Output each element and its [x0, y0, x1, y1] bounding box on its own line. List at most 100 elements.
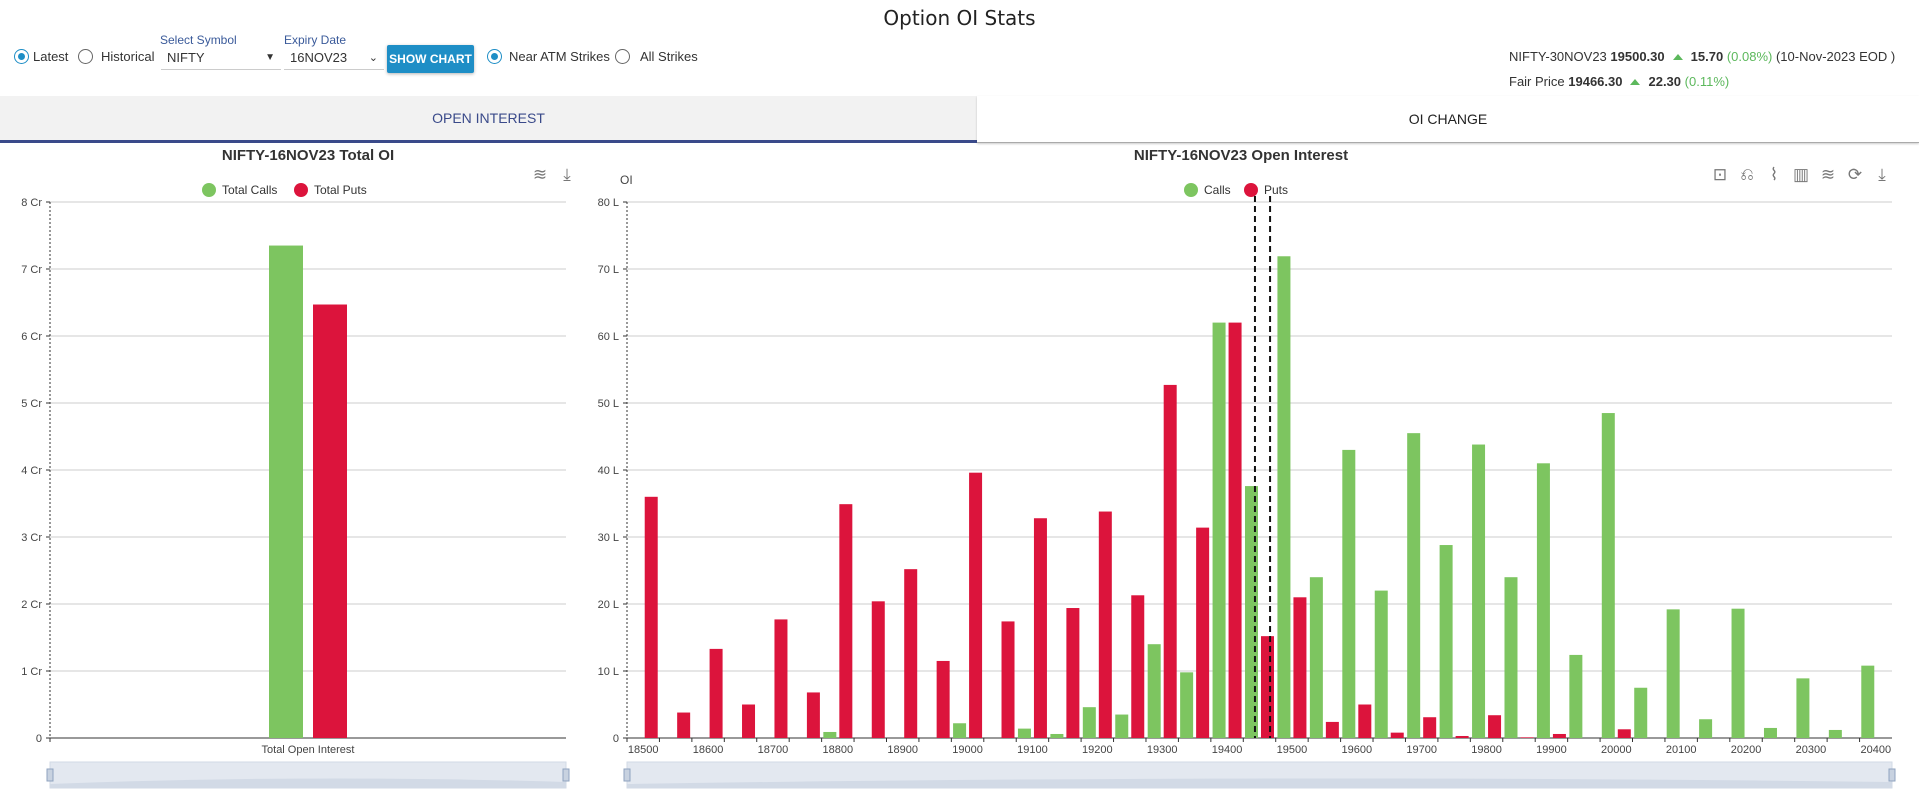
put-bar-18750[interactable]: [806, 692, 820, 738]
call-bar-20250[interactable]: [1763, 727, 1777, 738]
call-bar-19450[interactable]: [1245, 486, 1258, 738]
put-bar-19800[interactable]: [1488, 715, 1502, 738]
call-bar-19400[interactable]: [1212, 322, 1226, 738]
put-bar-19700[interactable]: [1423, 717, 1437, 738]
restore-icon[interactable]: ⟳: [1848, 165, 1862, 184]
legend-label[interactable]: Total Calls: [222, 183, 277, 197]
caret-down-icon: ▼: [265, 52, 275, 63]
symbol-select[interactable]: NIFTY ▼: [161, 46, 281, 70]
put-bar-18650[interactable]: [742, 704, 756, 739]
expiry-select[interactable]: 16NOV23 ⌄: [284, 46, 384, 70]
radio-near-atm[interactable]: Near ATM Strikes: [487, 49, 610, 64]
legend-label[interactable]: Calls: [1204, 183, 1231, 197]
put-bar-19150[interactable]: [1066, 608, 1080, 738]
legend-marker-calls: [202, 183, 216, 197]
put-bar-19500[interactable]: [1293, 597, 1307, 738]
zoom-icon[interactable]: ⊡: [1713, 165, 1727, 184]
stack-icon[interactable]: ≋: [1821, 165, 1835, 184]
put-bar-19400[interactable]: [1228, 322, 1242, 738]
bar-icon[interactable]: ▥: [1793, 165, 1809, 184]
call-bar-19850[interactable]: [1504, 577, 1518, 738]
call-bar-19250[interactable]: [1115, 714, 1129, 738]
put-bar-19850[interactable]: [1520, 737, 1534, 738]
change-pct: (0.08%): [1726, 49, 1773, 64]
put-bar-Total Open Interest[interactable]: [313, 304, 347, 738]
call-bar-20200[interactable]: [1731, 608, 1745, 738]
put-bar-19550[interactable]: [1325, 721, 1339, 738]
x-tick-label: 19400: [1212, 744, 1243, 756]
call-bar-19350[interactable]: [1180, 672, 1194, 738]
put-bar-18850[interactable]: [871, 601, 885, 738]
call-bar-19300[interactable]: [1147, 644, 1161, 738]
put-bar-19050[interactable]: [1001, 621, 1015, 738]
call-bar-19100[interactable]: [1017, 728, 1031, 738]
x-tick-label: 19200: [1082, 744, 1113, 756]
y-tick-label: 6 Cr: [21, 331, 42, 343]
tab-open-interest[interactable]: OPEN INTEREST: [0, 96, 977, 143]
radio-all-strikes[interactable]: All Strikes: [615, 49, 698, 64]
call-bar-19600[interactable]: [1342, 449, 1356, 738]
put-bar-18800[interactable]: [839, 504, 853, 738]
slider-preview: [50, 778, 566, 788]
call-bar-20150[interactable]: [1699, 719, 1713, 738]
put-bar-20000[interactable]: [1617, 729, 1631, 738]
legend-label[interactable]: Total Puts: [314, 183, 367, 197]
call-bar-19150[interactable]: [1050, 733, 1064, 738]
call-bar-19650[interactable]: [1374, 590, 1388, 738]
x-tick-label: 20100: [1666, 744, 1697, 756]
put-bar-18950[interactable]: [936, 660, 950, 738]
download-icon[interactable]: ⤓: [1878, 165, 1886, 184]
put-bar-19750[interactable]: [1455, 735, 1469, 738]
slider-handle[interactable]: [623, 768, 631, 782]
x-tick-label: 19700: [1406, 744, 1437, 756]
put-bar-19600[interactable]: [1358, 704, 1372, 739]
put-bar-19900[interactable]: [1552, 733, 1566, 738]
radio-latest[interactable]: Latest: [14, 49, 68, 64]
show-chart-button[interactable]: SHOW CHART: [387, 45, 474, 73]
put-bar-18600[interactable]: [709, 648, 723, 738]
as-of: (10-Nov-2023 EOD ): [1775, 49, 1896, 64]
put-bar-18900[interactable]: [904, 569, 918, 738]
tab-oi-change[interactable]: OI CHANGE: [977, 96, 1919, 143]
put-bar-19100[interactable]: [1033, 518, 1047, 738]
call-bar-20400[interactable]: [1861, 665, 1875, 738]
call-bar-20100[interactable]: [1666, 609, 1680, 738]
call-bar-20350[interactable]: [1828, 729, 1842, 738]
legend-label[interactable]: Puts: [1264, 183, 1288, 197]
put-bar-19650[interactable]: [1390, 732, 1404, 738]
line-icon[interactable]: ⌇: [1770, 165, 1778, 184]
put-bar-19000[interactable]: [969, 472, 983, 738]
put-bar-19250[interactable]: [1131, 595, 1145, 738]
call-bar-19900[interactable]: [1536, 463, 1550, 738]
download-icon[interactable]: ⤓: [563, 165, 571, 184]
zoom-reset-icon[interactable]: ⎌: [1740, 165, 1754, 184]
call-bar-19550[interactable]: [1309, 577, 1323, 738]
call-bar-19750[interactable]: [1439, 545, 1453, 738]
call-bar-20000[interactable]: [1601, 413, 1615, 738]
put-bar-19450[interactable]: [1261, 636, 1274, 738]
call-bar-19700[interactable]: [1407, 433, 1421, 738]
put-bar-19200[interactable]: [1098, 511, 1112, 738]
put-bar-19300[interactable]: [1163, 384, 1177, 738]
call-bar-19000[interactable]: [953, 723, 967, 738]
call-bar-18800[interactable]: [823, 731, 837, 738]
call-bar-19200[interactable]: [1082, 707, 1096, 738]
change: 15.70: [1690, 49, 1724, 64]
call-bar-19800[interactable]: [1472, 444, 1486, 738]
put-bar-18550[interactable]: [677, 712, 691, 738]
x-tick-label: 18700: [758, 744, 789, 756]
stack-icon[interactable]: ≋: [533, 165, 547, 184]
call-bar-20300[interactable]: [1796, 678, 1810, 738]
call-bar-20050[interactable]: [1634, 687, 1648, 738]
slider-handle[interactable]: [1888, 768, 1896, 782]
fair-change-pct: (0.11%): [1684, 74, 1730, 89]
put-bar-18700[interactable]: [774, 619, 788, 738]
call-bar-19500[interactable]: [1277, 256, 1291, 738]
call-bar-Total Open Interest[interactable]: [269, 245, 303, 739]
slider-handle[interactable]: [46, 768, 54, 782]
slider-handle[interactable]: [562, 768, 570, 782]
call-bar-19950[interactable]: [1569, 654, 1583, 738]
put-bar-18500[interactable]: [644, 496, 658, 738]
put-bar-19350[interactable]: [1196, 527, 1210, 738]
radio-historical[interactable]: Historical: [78, 49, 154, 64]
